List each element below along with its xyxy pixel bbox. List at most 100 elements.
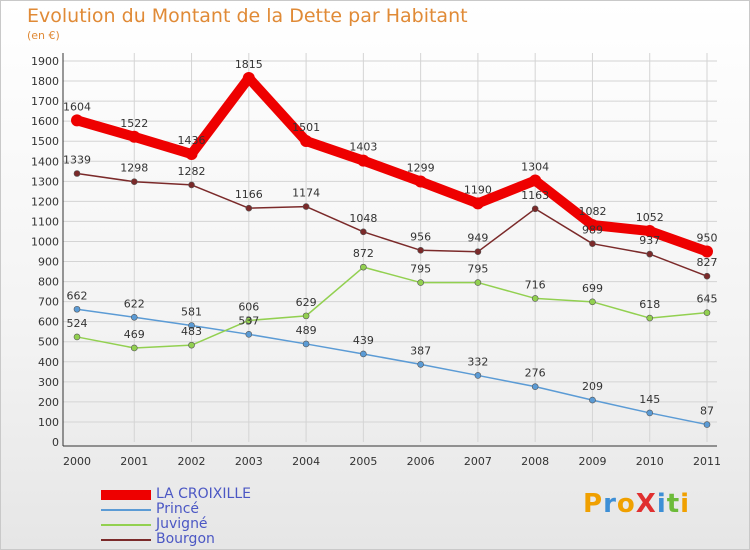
data-point — [531, 295, 539, 302]
x-tick-label: 2004 — [292, 455, 320, 468]
data-label: 276 — [525, 367, 546, 380]
data-point — [471, 197, 484, 210]
data-label: 1299 — [407, 162, 435, 175]
data-point — [414, 175, 427, 188]
data-label: 989 — [582, 224, 603, 237]
data-label: 1048 — [349, 212, 377, 225]
legend-label: LA CROIXILLE — [156, 486, 251, 502]
data-label: 956 — [410, 230, 431, 243]
data-point — [130, 178, 138, 186]
legend-label: Princé — [156, 501, 200, 517]
data-point — [73, 170, 81, 177]
y-tick-label: 700 — [38, 296, 59, 309]
data-point — [646, 250, 654, 258]
data-point — [302, 203, 310, 210]
x-tick-label: 2006 — [407, 455, 435, 468]
data-label: 483 — [181, 325, 202, 338]
data-point — [531, 383, 539, 390]
series-line — [72, 73, 712, 257]
data-point — [73, 333, 81, 341]
data-label: 699 — [582, 282, 603, 295]
data-point — [128, 130, 141, 143]
data-point — [188, 181, 195, 189]
data-point — [360, 263, 367, 271]
data-label: 606 — [238, 300, 259, 313]
data-point — [302, 340, 310, 348]
data-point — [73, 305, 81, 313]
data-label: 795 — [467, 263, 488, 276]
data-point — [245, 317, 253, 324]
data-point — [646, 409, 654, 417]
data-label: 937 — [639, 234, 660, 247]
x-tick-label: 2010 — [636, 455, 664, 468]
data-label: 1166 — [235, 188, 263, 201]
data-point — [302, 312, 310, 320]
data-point — [474, 248, 482, 256]
data-label: 1282 — [178, 165, 206, 178]
x-tick-label: 2003 — [235, 455, 263, 468]
data-label: 645 — [697, 293, 718, 306]
data-label: 1501 — [292, 121, 320, 134]
series-line — [76, 266, 708, 349]
data-label: 439 — [353, 334, 374, 347]
legend-swatch — [101, 524, 151, 526]
data-label: 827 — [697, 256, 718, 269]
data-label: 332 — [467, 355, 488, 368]
data-label: 524 — [67, 317, 88, 330]
data-label: 1174 — [292, 187, 320, 200]
legend-label: Juvigné — [156, 516, 208, 532]
data-label: 949 — [467, 232, 488, 245]
data-label: 209 — [582, 380, 603, 393]
y-tick-label: 1900 — [31, 55, 59, 68]
data-label: 1052 — [636, 211, 664, 224]
data-label: 489 — [296, 324, 317, 337]
x-tick-label: 2009 — [578, 455, 606, 468]
data-label: 1604 — [63, 100, 91, 113]
data-label: 618 — [639, 298, 660, 311]
data-label: 1082 — [578, 205, 606, 218]
data-point — [188, 322, 195, 329]
y-tick-label: 1800 — [31, 75, 59, 88]
data-point — [589, 396, 596, 404]
data-label: 387 — [410, 344, 431, 357]
y-tick-label: 1700 — [31, 95, 59, 108]
data-point — [529, 174, 542, 187]
data-point — [242, 72, 255, 85]
data-point — [417, 246, 424, 254]
data-label: 795 — [410, 263, 431, 276]
data-point — [474, 372, 482, 379]
data-point — [589, 298, 596, 306]
data-label: 537 — [238, 314, 259, 327]
data-point — [245, 331, 253, 338]
x-tick-label: 2005 — [349, 455, 377, 468]
data-point — [703, 272, 711, 280]
y-tick-label: 900 — [38, 256, 59, 269]
data-point — [357, 154, 370, 167]
data-label: 1163 — [521, 189, 549, 202]
data-point — [531, 205, 539, 213]
data-point — [474, 279, 482, 286]
y-tick-label: 500 — [38, 336, 59, 349]
data-point — [417, 279, 424, 286]
y-tick-label: 300 — [38, 376, 59, 389]
data-point — [360, 350, 367, 358]
x-tick-label: 2002 — [178, 455, 206, 468]
data-point — [71, 114, 83, 127]
data-label: 1815 — [235, 58, 263, 71]
data-point — [245, 204, 253, 212]
y-tick-label: 600 — [38, 316, 59, 329]
legend-swatch — [101, 490, 151, 500]
data-point — [417, 361, 424, 368]
data-label: 1436 — [178, 134, 206, 147]
data-label: 950 — [697, 232, 718, 245]
data-label: 87 — [700, 405, 714, 418]
data-point — [586, 219, 599, 232]
y-tick-label: 1300 — [31, 175, 59, 188]
data-point — [300, 135, 313, 148]
data-label: 469 — [124, 328, 145, 341]
y-tick-label: 1100 — [31, 215, 59, 228]
data-point — [130, 344, 138, 352]
data-label: 145 — [639, 393, 660, 406]
data-point — [188, 341, 195, 349]
